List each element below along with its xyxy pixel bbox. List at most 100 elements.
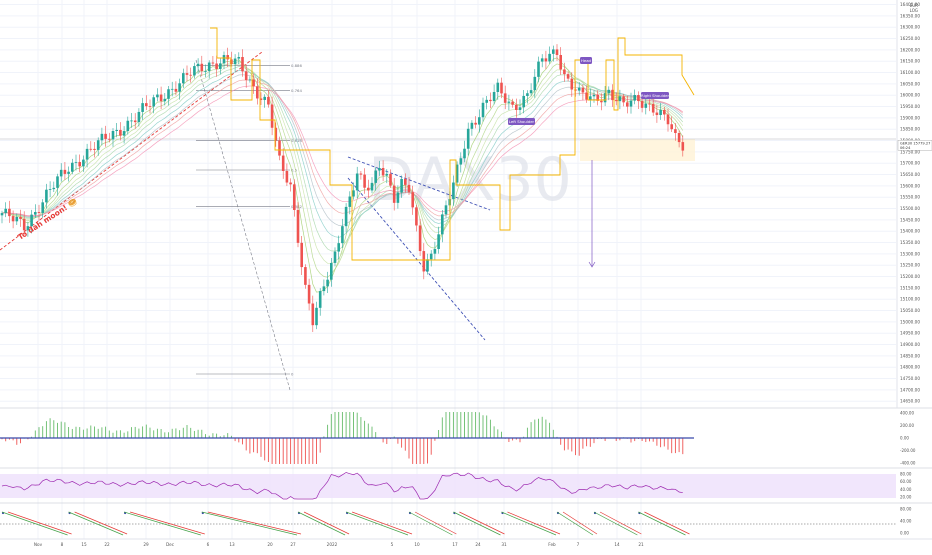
log-scale-label[interactable]: LOG: [910, 8, 918, 13]
rsi-tick-label: 80.00: [900, 472, 912, 477]
candle-body: [574, 89, 577, 91]
candle-body: [296, 209, 300, 243]
candle-body: [48, 189, 52, 190]
candle-body: [500, 82, 503, 94]
candle-body: [163, 98, 167, 102]
candle-body: [455, 164, 459, 183]
candle-body: [437, 234, 440, 249]
candle-body: [115, 129, 118, 131]
candle-body: [267, 96, 270, 105]
candle-body: [596, 94, 599, 101]
candle-body: [19, 216, 22, 219]
candle-body: [141, 103, 144, 112]
candle-body: [359, 173, 363, 175]
fib-level-label: 0.5: [291, 168, 298, 173]
candle-body: [537, 61, 540, 77]
watermark: DAX30: [368, 145, 572, 215]
candle-body: [344, 206, 348, 227]
price-tick-label: 15300.00: [900, 251, 920, 256]
candle-body: [341, 226, 344, 244]
time-tick-label: 20: [267, 542, 273, 547]
macd-tick-label: 200.00: [900, 423, 914, 428]
candle-body: [207, 62, 211, 71]
price-tick-label: 15450.00: [900, 217, 920, 222]
candle-body: [489, 99, 492, 102]
candle-body: [330, 262, 333, 280]
candle-body: [108, 138, 111, 140]
candle-body: [589, 96, 592, 100]
candle-body: [392, 185, 396, 203]
candle-body: [34, 211, 37, 215]
candle-body: [96, 140, 100, 150]
price-tag-bg: [897, 140, 932, 151]
candle-body: [507, 101, 511, 103]
trendlines: [0, 51, 596, 391]
price-tick-label: 14850.00: [900, 353, 920, 358]
price-tick-label: 15050.00: [900, 308, 920, 313]
candle-body: [274, 127, 278, 141]
candle-body: [8, 208, 11, 217]
candle-body: [130, 120, 133, 122]
candle-body: [193, 66, 196, 76]
price-tick-label: 15650.00: [900, 172, 920, 177]
price-axis[interactable]: 14650.00 14700.00 14750.00 14800.00 14850.00…: [896, 0, 920, 408]
wedge-upper-line: [347, 156, 491, 211]
candle-body: [119, 129, 122, 136]
time-tick-label: 13: [229, 542, 235, 547]
time-tick-label: 8: [61, 542, 64, 547]
candle-body: [581, 87, 585, 93]
rsi-line: [1, 472, 683, 500]
candle-body: [415, 207, 418, 226]
candle-body: [333, 251, 337, 263]
candle-body: [614, 100, 618, 102]
candle-body: [355, 173, 359, 191]
time-tick-label: Nov: [34, 542, 43, 547]
time-tick-label: 7: [577, 542, 580, 547]
candle-body: [385, 173, 389, 176]
time-tick-label: 17: [452, 542, 458, 547]
price-tick-label: 14950.00: [900, 331, 920, 336]
candle-body: [148, 106, 152, 107]
candle-body: [41, 202, 44, 213]
candle-body: [526, 93, 529, 96]
right-shoulder-label: Right Shoulder: [641, 93, 670, 98]
rsi-pane: 80.00 60.00 40.00 20.00: [0, 472, 912, 500]
price-tick-label: 15250.00: [900, 263, 920, 268]
candle-body: [45, 189, 48, 203]
candle-body: [215, 63, 218, 69]
candle-body: [122, 131, 126, 136]
candle-body: [422, 251, 426, 272]
price-tick-label: 16400.00: [900, 2, 920, 7]
candle-body: [503, 93, 507, 103]
candle-body: [4, 208, 7, 214]
fib-level-label: 0.382: [291, 204, 302, 209]
macd-tick-label: -400.00: [900, 461, 916, 466]
left-shoulder-label-bg: [508, 118, 535, 125]
price-tick-label: 15900.00: [900, 115, 920, 120]
candle-body: [100, 133, 104, 141]
candle-body: [429, 253, 433, 260]
candle-body: [22, 218, 26, 231]
candle-body: [248, 79, 252, 81]
ma-line: [1, 85, 683, 216]
candle-body: [111, 130, 115, 140]
candle-body: [174, 88, 178, 92]
candle-body: [278, 140, 281, 156]
candles: [0, 44, 685, 333]
candle-body: [659, 109, 662, 116]
candle-body: [156, 94, 159, 98]
candle-body: [15, 216, 19, 222]
candle-body: [93, 148, 96, 150]
candle-body: [378, 167, 381, 171]
candle-body: [648, 103, 651, 105]
candle-body: [677, 133, 681, 143]
time-tick-label: 5: [391, 542, 394, 547]
candle-body: [11, 216, 15, 222]
macd-tick-label: 0.00: [900, 436, 909, 441]
macd-tick-label: 400.00: [900, 411, 914, 416]
time-axis[interactable]: Nov 8 15 22 29 Dec 6 13 20 27 2022 5 10 17 24 31 Feb 7 14 2…: [0, 538, 932, 547]
price-tag-countdown: 06:24: [900, 146, 911, 150]
candle-body: [289, 182, 292, 185]
